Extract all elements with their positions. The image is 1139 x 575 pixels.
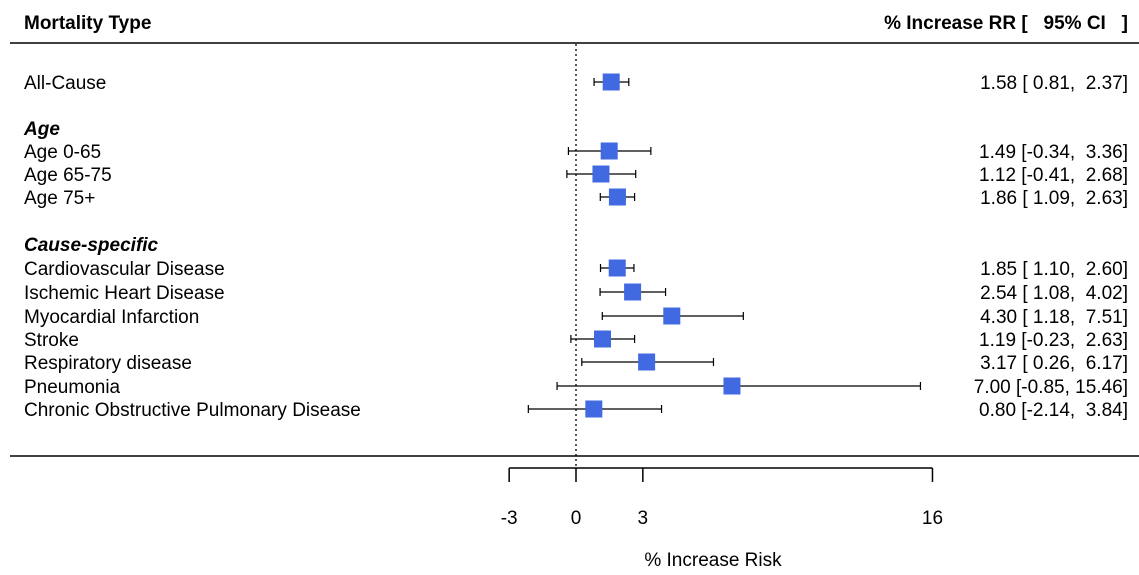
point-estimate-marker bbox=[602, 73, 620, 91]
point-estimate-marker bbox=[608, 188, 626, 206]
estimate-text: 1.85 [ 1.10, 2.60] bbox=[980, 259, 1128, 280]
point-estimate-marker bbox=[600, 142, 618, 160]
estimate-text: 3.17 [ 0.26, 6.17] bbox=[980, 353, 1128, 374]
point-estimate-marker bbox=[594, 330, 612, 348]
estimate-text: 1.49 [-0.34, 3.36] bbox=[979, 142, 1128, 163]
estimate-text: 4.30 [ 1.18, 7.51] bbox=[980, 307, 1128, 328]
row-label: Myocardial Infarction bbox=[24, 307, 199, 328]
estimate-text: 1.86 [ 1.09, 2.63] bbox=[980, 188, 1128, 209]
row-label: Stroke bbox=[24, 330, 79, 351]
row-label: Cardiovascular Disease bbox=[24, 259, 225, 280]
row-label: Pneumonia bbox=[24, 377, 121, 398]
point-estimate-marker bbox=[585, 400, 603, 418]
x-axis-label: % Increase Risk bbox=[644, 550, 782, 571]
estimate-text: 1.58 [ 0.81, 2.37] bbox=[980, 73, 1128, 94]
estimate-text: 1.12 [-0.41, 2.68] bbox=[979, 165, 1128, 186]
estimate-text: 1.19 [-0.23, 2.63] bbox=[979, 330, 1128, 351]
point-estimate-marker bbox=[663, 307, 681, 325]
point-estimate-marker bbox=[624, 283, 642, 301]
point-estimate-marker bbox=[638, 353, 656, 371]
x-tick-label: 16 bbox=[922, 508, 943, 529]
group-label: Cause-specific bbox=[24, 235, 159, 256]
estimate-text: 0.80 [-2.14, 3.84] bbox=[979, 400, 1128, 421]
point-estimate-marker bbox=[723, 377, 741, 395]
x-axis: -3 0 3 16 bbox=[501, 467, 943, 529]
group-label: Age bbox=[23, 119, 60, 140]
point-estimate-marker bbox=[608, 259, 626, 277]
x-tick-label: 3 bbox=[638, 508, 649, 529]
row-label: Ischemic Heart Disease bbox=[24, 283, 225, 304]
row-label: All-Cause bbox=[24, 73, 106, 94]
point-estimate-marker bbox=[592, 165, 610, 183]
row-label: Age 75+ bbox=[24, 188, 95, 209]
x-tick-label: 0 bbox=[571, 508, 582, 529]
row-label: Respiratory disease bbox=[24, 353, 192, 374]
estimate-text: 2.54 [ 1.08, 4.02] bbox=[980, 283, 1128, 304]
row-label: Chronic Obstructive Pulmonary Disease bbox=[24, 400, 361, 421]
row-label: Age 65-75 bbox=[24, 165, 112, 186]
header-rr-ci: % Increase RR [ 95% CI ] bbox=[884, 13, 1128, 34]
x-tick-label: -3 bbox=[501, 508, 518, 529]
row-label: Age 0-65 bbox=[24, 142, 101, 163]
estimate-text: 7.00 [-0.85, 15.46] bbox=[974, 377, 1128, 398]
header-mortality-type: Mortality Type bbox=[24, 13, 151, 34]
